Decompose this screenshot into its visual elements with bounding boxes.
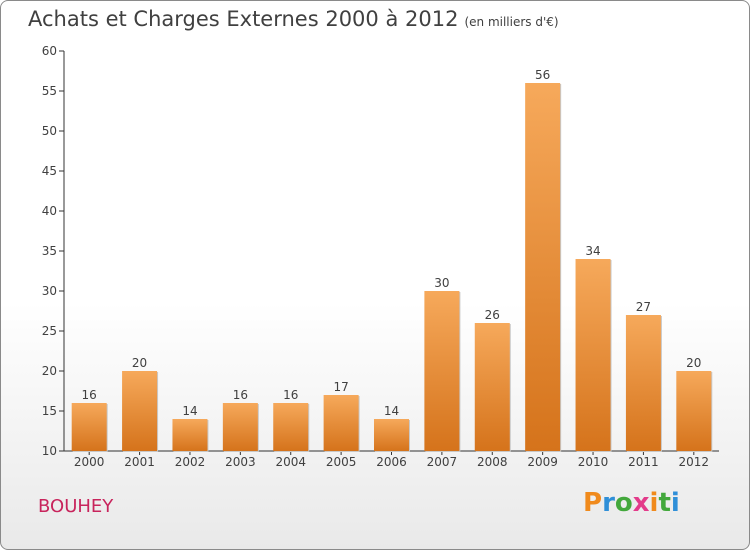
data-label: 30: [434, 276, 449, 290]
data-label: 20: [686, 356, 701, 370]
bar: [172, 419, 208, 451]
y-tick-label: 35: [42, 244, 57, 258]
logo-letter: x: [632, 488, 650, 518]
y-tick-label: 10: [42, 444, 57, 458]
chart-title-text: Achats et Charges Externes 2000 à 2012: [28, 7, 459, 31]
x-tick-label: 2011: [628, 455, 659, 469]
chart-subtitle: (en milliers d'€): [464, 15, 559, 29]
bar: [222, 403, 258, 451]
y-tick-label: 55: [42, 84, 57, 98]
axes: 10 15 20 25 30 35 40 45 50 55 60 2000 2001 2002 2003 20…: [42, 44, 719, 469]
data-label: 56: [535, 68, 550, 82]
data-label: 20: [132, 356, 147, 370]
city-name: BOUHEY: [38, 496, 114, 517]
bar: [575, 259, 611, 451]
data-label: 27: [636, 300, 651, 314]
data-label: 26: [485, 308, 500, 322]
y-tick-label: 20: [42, 364, 57, 378]
y-tick-label: 50: [42, 124, 57, 138]
data-label: 14: [182, 404, 197, 418]
bar: [374, 419, 409, 451]
x-tick-label: 2003: [225, 455, 256, 469]
bar: [424, 291, 460, 451]
x-tick-label: 2005: [326, 455, 357, 469]
x-tick-label: 2012: [679, 455, 710, 469]
y-tick-label: 45: [42, 164, 57, 178]
data-label: 16: [283, 388, 298, 402]
data-label: 16: [233, 388, 248, 402]
bar: [625, 315, 661, 451]
x-tick-label: 2006: [376, 455, 407, 469]
x-tick-label: 2010: [578, 455, 609, 469]
x-tick-label: 2001: [124, 455, 155, 469]
bar: [323, 395, 359, 451]
data-label: 16: [82, 388, 97, 402]
bar: [122, 371, 158, 451]
logo-letter: i: [649, 488, 659, 518]
x-tick-label: 2007: [427, 455, 458, 469]
logo-letter: i: [670, 488, 680, 518]
y-tick-label: 60: [42, 44, 57, 58]
logo-letter: o: [614, 488, 633, 518]
data-label: 34: [585, 244, 600, 258]
y-tick-label: 40: [42, 204, 57, 218]
y-tick-label: 30: [42, 284, 57, 298]
chart-title: Achats et Charges Externes 2000 à 2012 (e…: [28, 7, 559, 31]
bar: [676, 371, 712, 451]
x-tick-label: 2002: [175, 455, 206, 469]
bar: [71, 403, 107, 451]
bar: [525, 83, 561, 451]
proxiti-logo: Proxiti: [583, 488, 680, 518]
bar: [273, 403, 309, 451]
x-tick-label: 2008: [477, 455, 508, 469]
data-label: 14: [384, 404, 399, 418]
logo-letter: t: [658, 488, 671, 518]
y-tick-label: 25: [42, 324, 57, 338]
data-label: 17: [333, 380, 348, 394]
y-tick-label: 15: [42, 404, 57, 418]
x-tick-label: 2000: [74, 455, 105, 469]
bar: [474, 323, 510, 451]
x-tick-label: 2004: [275, 455, 306, 469]
x-tick-label: 2009: [527, 455, 558, 469]
logo-letter: P: [583, 488, 603, 518]
bars: 16 20 14 16 16 17 14 30 26 56 34 27 20: [71, 68, 713, 452]
logo-letter: r: [602, 488, 615, 518]
